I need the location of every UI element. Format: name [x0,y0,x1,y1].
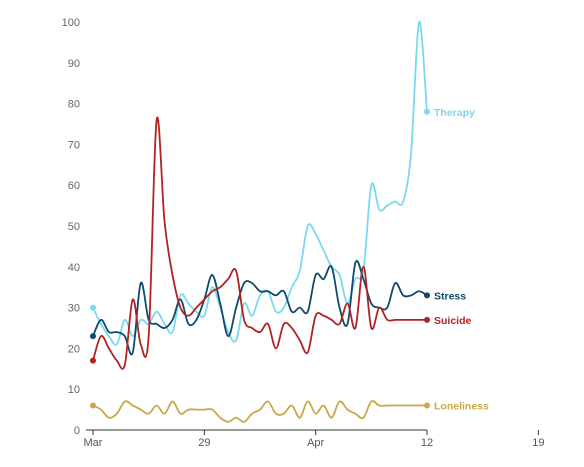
y-tick-label: 20 [68,343,80,355]
series-label-stress: Stress [434,290,466,302]
series-label-suicide: Suicide [434,315,472,327]
y-tick-label: 0 [74,425,80,437]
series-start-point-loneliness [90,402,96,409]
x-tick-label: 12 [421,437,433,449]
y-tick-label: 50 [68,221,80,233]
series-end-point-suicide [424,316,430,323]
series-end-point-stress [424,292,430,299]
y-tick-label: 30 [68,303,80,315]
series-label-therapy: Therapy [434,107,475,119]
y-tick-label: 60 [68,180,80,192]
y-tick-label: 40 [68,262,80,274]
series-start-point-therapy [90,304,96,311]
y-axis: 0 10 20 30 40 50 60 70 80 90 100 [62,17,80,437]
series-line-suicide [92,116,428,370]
y-tick-label: 10 [68,384,80,396]
series-labels: Therapy Stress Suicide Loneliness [434,107,489,413]
series-end-point-loneliness [424,402,430,409]
series-lines [92,21,428,423]
series-label-loneliness: Loneliness [434,401,489,413]
series-line-stress [92,260,428,356]
series-line-therapy [92,21,428,346]
y-tick-label: 90 [68,58,80,70]
series-line-loneliness [92,400,428,423]
y-tick-label: 80 [68,99,80,111]
y-tick-label: 70 [68,139,80,151]
y-tick-label: 100 [62,17,80,29]
x-tick-label: 29 [198,437,210,449]
x-axis: Mar 29 Apr 12 19 [84,429,544,449]
series-start-point-suicide [90,357,96,364]
series-start-point-stress [90,333,96,340]
series-end-point-therapy [424,108,430,115]
x-tick-label: 19 [532,437,544,449]
series-endpoints [90,108,430,409]
x-tick-label: Mar [84,437,103,449]
x-tick-label: Apr [307,437,324,449]
